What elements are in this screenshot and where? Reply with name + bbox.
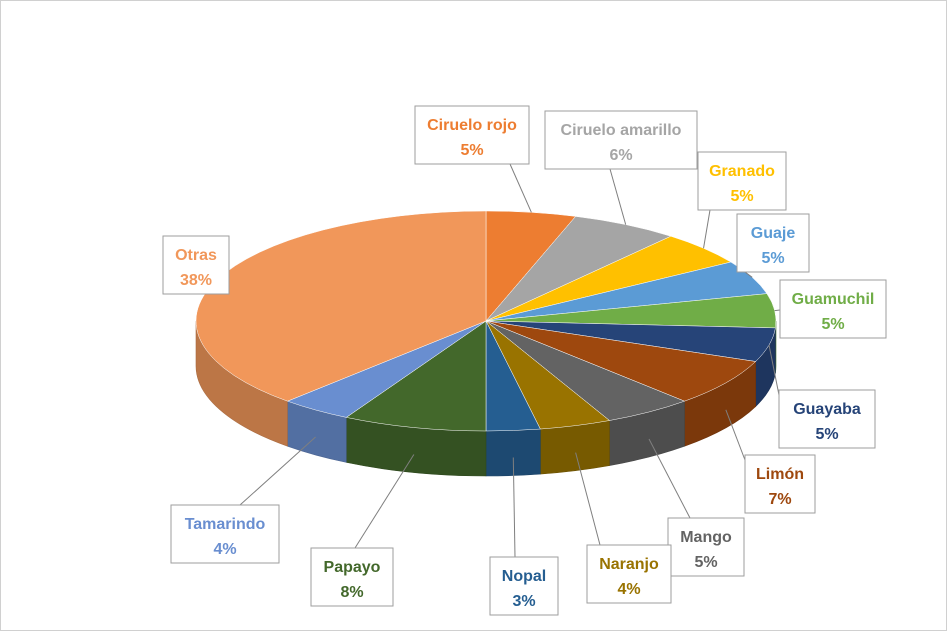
data-label-percent: 7% (768, 491, 791, 508)
data-label-0: Ciruelo rojo 5% (414, 105, 530, 165)
pie-side-layer (195, 320, 777, 477)
data-label-7: Mango 5% (667, 517, 745, 577)
data-label-5: Guayaba 5% (778, 389, 876, 449)
data-label-percent: 5% (460, 142, 483, 159)
leader-line-0 (509, 163, 532, 213)
leader-lines (216, 163, 781, 558)
data-labels: Ciruelo rojo 5% Ciruelo amarillo 6% Granado 5… (162, 105, 887, 616)
data-label-name: Tamarindo (185, 516, 266, 533)
data-label-11: Tamarindo 4% (170, 504, 280, 564)
data-label-box (414, 105, 530, 165)
data-label-box (697, 151, 787, 211)
data-label-8: Naranjo 4% (586, 544, 672, 604)
pie-slice-6[interactable] (485, 320, 757, 402)
leader-line-6 (725, 409, 746, 461)
data-label-percent: 38% (180, 272, 212, 289)
data-label-name: Mango (680, 529, 732, 546)
data-label-2: Granado 5% (697, 151, 787, 211)
data-label-percent: 3% (512, 593, 535, 610)
data-label-name: Ciruelo rojo (427, 117, 517, 134)
leader-line-11 (239, 436, 316, 506)
data-label-name: Papayo (324, 559, 381, 576)
leader-line-8 (575, 452, 601, 546)
data-label-box (170, 504, 280, 564)
data-label-box (586, 544, 672, 604)
data-label-4: Guamuchil 5% (779, 279, 887, 339)
data-label-name: Guayaba (793, 401, 861, 418)
data-label-name: Granado (709, 163, 775, 180)
data-label-box (544, 110, 698, 170)
data-label-name: Ciruelo amarillo (561, 122, 682, 139)
data-label-percent: 5% (821, 316, 844, 333)
data-label-9: Nopal 3% (489, 556, 559, 616)
data-label-box (310, 547, 394, 607)
leader-line-5 (768, 344, 780, 396)
data-label-box (162, 235, 230, 295)
leader-line-1 (609, 168, 627, 225)
pie-top-layer (195, 210, 777, 432)
data-label-box (489, 556, 559, 616)
data-label-percent: 4% (213, 541, 236, 558)
data-label-box (778, 389, 876, 449)
data-label-box (667, 517, 745, 577)
data-label-name: Guaje (751, 225, 796, 242)
data-label-name: Guamuchil (792, 291, 875, 308)
data-label-box (779, 279, 887, 339)
data-label-box (744, 454, 816, 514)
data-label-3: Guaje 5% (736, 213, 810, 273)
leader-line-4 (774, 309, 781, 312)
leader-line-2 (703, 209, 711, 249)
data-label-box (736, 213, 810, 273)
data-label-percent: 5% (815, 426, 838, 443)
data-label-10: Papayo 8% (310, 547, 394, 607)
data-label-6: Limón 7% (744, 454, 816, 514)
pie-slice-10[interactable] (345, 320, 487, 432)
data-label-name: Naranjo (599, 556, 659, 573)
leader-line-3 (744, 271, 753, 278)
data-label-percent: 4% (617, 581, 640, 598)
data-label-percent: 5% (730, 188, 753, 205)
data-label-percent: 5% (694, 554, 717, 571)
leader-line-7 (648, 438, 691, 519)
data-label-12: Otras 38% (162, 235, 230, 295)
data-label-name: Limón (756, 466, 804, 483)
data-label-1: Ciruelo amarillo 6% (544, 110, 698, 170)
pie-side-8 (540, 420, 610, 475)
data-label-percent: 6% (609, 147, 632, 164)
leader-line-9 (512, 457, 516, 558)
data-label-percent: 5% (761, 250, 784, 267)
data-label-name: Nopal (502, 568, 546, 585)
data-label-name: Otras (175, 247, 217, 264)
data-label-percent: 8% (340, 584, 363, 601)
leader-line-10 (354, 454, 415, 549)
